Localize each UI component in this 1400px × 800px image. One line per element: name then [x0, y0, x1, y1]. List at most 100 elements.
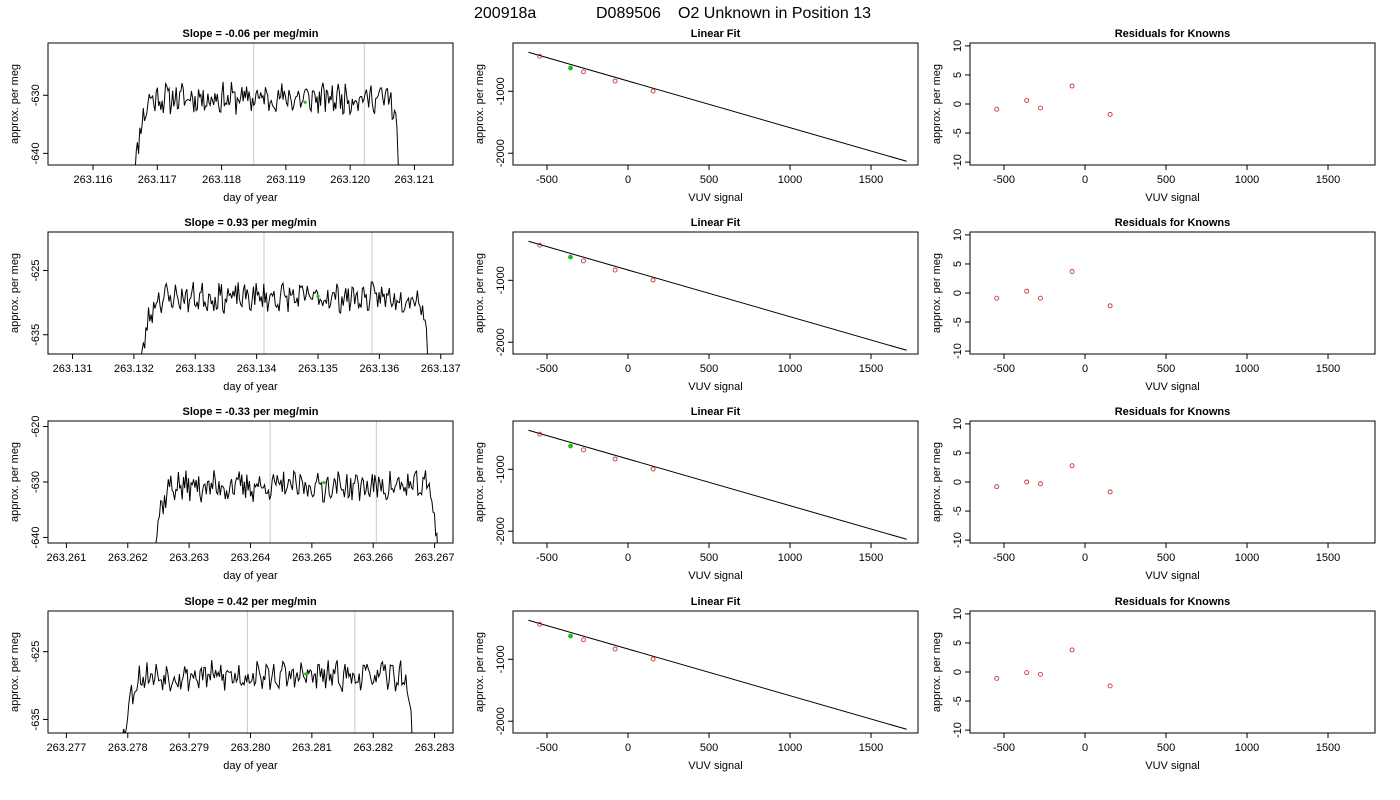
- x-tick-label: 500: [1157, 552, 1175, 564]
- panel-timeseries-row3: Slope = -0.33 per meg/min day of year appr…: [9, 406, 454, 582]
- plot-frame: [512, 42, 919, 166]
- panel-title: Linear Fit: [691, 217, 741, 229]
- x-tick-label: -500: [993, 174, 1015, 186]
- unknown-mean-point: [303, 100, 307, 104]
- unknown-point: [568, 633, 573, 639]
- plot-area: [528, 51, 907, 162]
- panel-title: Residuals for Knowns: [1115, 596, 1231, 608]
- figure-title-run: 200918a: [474, 5, 536, 22]
- y-tick-label: -2000: [495, 328, 507, 356]
- plot-area: [122, 611, 413, 733]
- y-axis-label: approx. per meg: [9, 632, 21, 712]
- residual-point: [1069, 269, 1075, 274]
- x-tick-label: 263.278: [108, 742, 148, 754]
- panel-timeseries-row2: Slope = 0.93 per meg/min day of year appro…: [9, 217, 461, 393]
- y-axis-label: approx. per meg: [474, 632, 486, 712]
- plot-area: [141, 232, 428, 354]
- plot-frame: [512, 420, 919, 544]
- panel-title: Linear Fit: [691, 28, 741, 40]
- residual-point: [994, 675, 1000, 681]
- y-tick-label: -5: [952, 128, 964, 138]
- y-axis-label: approx. per meg: [931, 64, 943, 144]
- plot-area: [994, 269, 1113, 309]
- known-point: [650, 277, 656, 283]
- residual-point: [994, 295, 1000, 301]
- plot-area: [528, 619, 907, 730]
- y-tick-label: 10: [952, 608, 964, 620]
- residual-point: [1038, 481, 1043, 487]
- panel-fit-row2: Linear Fit VUV signal approx. per meg -500 0…: [474, 217, 919, 393]
- panel-title: Slope = -0.33 per meg/min: [182, 406, 318, 418]
- x-tick-label: 0: [625, 174, 631, 186]
- series-line: [122, 660, 413, 733]
- figure-title-cylinder: D089506: [596, 5, 661, 22]
- y-axis-label: approx. per meg: [474, 253, 486, 333]
- x-tick-label: -500: [536, 552, 558, 564]
- x-tick-label: 1500: [1316, 174, 1340, 186]
- x-tick-label: 1500: [1316, 363, 1340, 375]
- x-tick-label: 263.117: [138, 174, 177, 186]
- known-point: [537, 621, 543, 627]
- panel-title: Residuals for Knowns: [1115, 28, 1231, 40]
- x-tick-label: 263.266: [353, 552, 393, 564]
- residual-point: [1024, 98, 1030, 103]
- x-tick-label: 0: [625, 363, 631, 375]
- residual-point: [1069, 463, 1075, 469]
- plot-frame: [512, 610, 919, 734]
- residual-point: [1107, 489, 1113, 495]
- panel-timeseries-row1: Slope = -0.06 per meg/min day of year appr…: [9, 28, 454, 204]
- fit-line: [528, 240, 907, 351]
- plot-area: [994, 83, 1113, 117]
- known-point: [612, 267, 618, 273]
- y-axis-label: approx. per meg: [9, 253, 21, 333]
- panel-residuals-row2: Residuals for Knowns VUV signal approx. pe…: [931, 217, 1376, 393]
- x-axis-label: VUV signal: [688, 570, 742, 582]
- x-tick-label: 0: [625, 742, 631, 754]
- x-tick-label: 1000: [1235, 552, 1259, 564]
- y-axis-label: approx. per meg: [9, 64, 21, 144]
- unknown-point: [568, 254, 573, 260]
- plot-frame: [47, 420, 454, 544]
- y-axis-label: approx. per meg: [931, 442, 943, 522]
- panel-residuals-row4: Residuals for Knowns VUV signal approx. pe…: [931, 596, 1376, 772]
- residual-point: [994, 484, 1000, 490]
- x-tick-label: 500: [1157, 742, 1175, 754]
- x-tick-label: 1000: [1235, 363, 1259, 375]
- x-axis-label: VUV signal: [688, 192, 742, 204]
- x-tick-label: 0: [625, 552, 631, 564]
- residual-point: [1038, 105, 1043, 111]
- series-line: [155, 469, 438, 543]
- known-point: [581, 447, 586, 453]
- panel-title: Slope = -0.06 per meg/min: [182, 28, 318, 40]
- x-tick-label: 263.264: [231, 552, 271, 564]
- x-tick-label: 263.132: [114, 363, 154, 375]
- y-tick-label: -635: [30, 324, 42, 346]
- x-axis-label: VUV signal: [1145, 381, 1199, 393]
- panel-residuals-row3: Residuals for Knowns VUV signal approx. pe…: [931, 406, 1376, 582]
- x-tick-label: 0: [1082, 363, 1088, 375]
- y-tick-label: 5: [952, 450, 964, 456]
- y-axis-label: approx. per meg: [474, 64, 486, 144]
- residual-point: [1024, 670, 1030, 676]
- y-axis-label: approx. per meg: [9, 442, 21, 522]
- y-tick-label: -10: [952, 722, 964, 738]
- panel-grid: Slope = -0.06 per meg/min day of year appr…: [9, 28, 1376, 772]
- x-axis-label: VUV signal: [1145, 760, 1199, 772]
- plot-frame: [47, 610, 454, 734]
- panel-fit-row3: Linear Fit VUV signal approx. per meg -500 0…: [474, 406, 919, 582]
- plot-frame: [969, 420, 1376, 544]
- fit-line: [528, 619, 907, 730]
- plot-area: [528, 429, 907, 540]
- y-tick-label: -630: [30, 471, 42, 493]
- x-axis-label: VUV signal: [1145, 192, 1199, 204]
- panel-residuals-row1: Residuals for Knowns VUV signal approx. pe…: [931, 28, 1376, 204]
- y-axis-label: approx. per meg: [474, 442, 486, 522]
- x-tick-label: -500: [536, 174, 558, 186]
- y-tick-label: -640: [30, 526, 42, 548]
- residual-point: [1024, 288, 1030, 294]
- x-tick-label: -500: [993, 742, 1015, 754]
- unknown-point: [568, 65, 573, 71]
- residual-point: [1107, 303, 1113, 309]
- y-tick-label: -635: [30, 708, 42, 730]
- x-tick-label: 1500: [1316, 552, 1340, 564]
